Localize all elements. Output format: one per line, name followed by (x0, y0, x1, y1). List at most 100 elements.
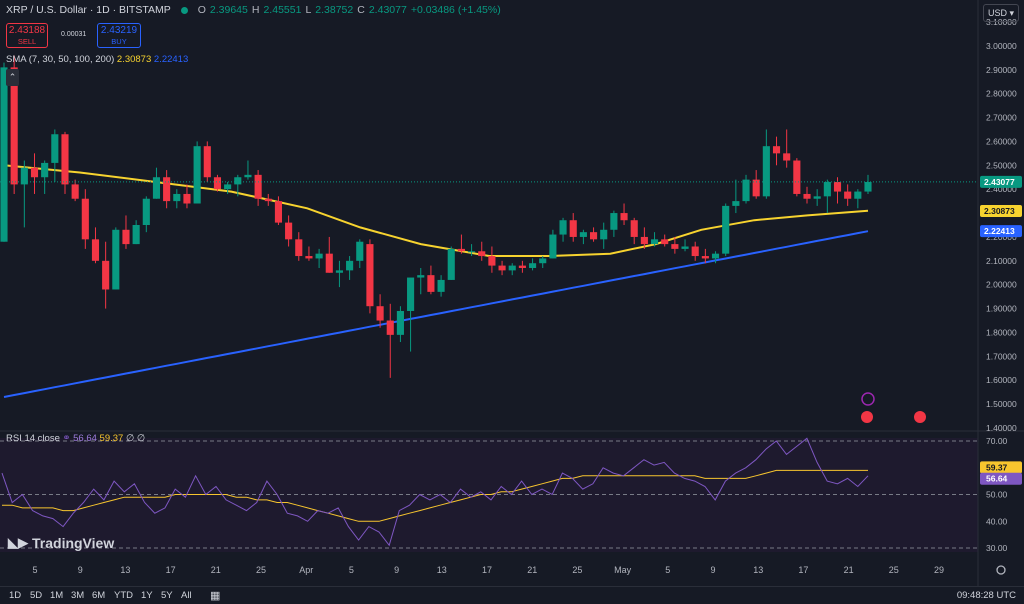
price-tick-label: 1.40000 (986, 423, 1017, 433)
candle-body (193, 146, 201, 204)
candle-body (640, 236, 648, 245)
rsi-tick-label: 50.00 (986, 490, 1008, 500)
timeframe-1y[interactable]: 1Y (141, 590, 153, 601)
candle-body (813, 196, 821, 199)
time-tick-label: 9 (710, 565, 715, 575)
timeframe-5d[interactable]: 5D (30, 590, 43, 601)
candle (589, 227, 598, 242)
open-value: 2.39645 (209, 4, 248, 16)
candle-body (589, 232, 598, 240)
candle-body (742, 179, 750, 202)
date-range-calendar-icon[interactable]: ▦ (210, 590, 221, 602)
candle (569, 213, 577, 242)
timeframe-all[interactable]: All (181, 590, 192, 601)
bottom-toolbar: 1D 5D 1M 3M 6M YTD 1Y 5Y All ▦ 09:48:28 … (0, 586, 1024, 604)
rsi-ma-tag-text: 59.37 (986, 462, 1008, 472)
candle-body (81, 198, 89, 240)
timeframe-5y[interactable]: 5Y (161, 590, 173, 601)
time-tick-label: 17 (482, 565, 492, 575)
rsi-value-tag: 56.64 (980, 472, 1022, 485)
sma-fast-tag: 2.30873 (980, 204, 1022, 217)
chart-canvas[interactable]: 3.10000 3.00000 2.90000 2.80000 2.70000 2.600… (0, 0, 1024, 586)
candle (193, 141, 201, 204)
sma-fast-line (3, 164, 869, 257)
rsi-legend[interactable]: RSI 14 close ⚭ 56.64 59.37 ∅ ∅ (6, 433, 145, 444)
time-tick-label: 13 (437, 565, 447, 575)
candle (112, 227, 120, 290)
candle-body (498, 265, 506, 271)
high-label: H (251, 4, 260, 16)
sell-button[interactable]: 2.43188 SELL (6, 23, 48, 48)
candle-body (630, 220, 638, 237)
candle-body (691, 246, 699, 257)
candle-body (783, 153, 791, 161)
time-tick-label: 13 (120, 565, 130, 575)
candle (264, 193, 272, 206)
collapse-legend-button[interactable]: ⌃ (6, 69, 19, 86)
timeframe-3m[interactable]: 3M (71, 590, 85, 601)
candle-body (610, 213, 618, 230)
candle (295, 232, 303, 261)
candle (224, 182, 232, 194)
candle (152, 167, 161, 199)
price-tick-label: 3.10000 (986, 17, 1017, 27)
chart-header: XRP / U.S. Dollar · 1D · BITSTAMP O 2.396… (6, 4, 501, 16)
candle-body (183, 193, 191, 204)
time-tick-label: 25 (256, 565, 266, 575)
sma-legend[interactable]: SMA (7, 30, 50, 100, 200) 2.30873 2.2241… (6, 54, 188, 65)
rsi-legend-tail: ∅ ∅ (125, 433, 146, 444)
candle (407, 277, 415, 352)
sma-legend-label: SMA (7, 30, 50, 100, 200) (6, 54, 115, 65)
lightning-event-icon (861, 392, 875, 406)
low-value: 2.38752 (315, 4, 354, 16)
rsi-icon: ⚭ (62, 433, 71, 444)
currency-select[interactable]: USD ▾ (983, 4, 1019, 22)
candle-body (51, 134, 59, 163)
candle-body (152, 177, 161, 199)
candle-body (579, 232, 587, 237)
timeframe-1d[interactable]: 1D (9, 590, 22, 601)
candle-body (335, 270, 343, 273)
candle (844, 184, 852, 206)
candle-body (315, 253, 323, 259)
candle-body (132, 225, 140, 245)
time-tick-label: 5 (349, 565, 354, 575)
last-price-tag-text: 2.43077 (984, 177, 1015, 187)
rsi-tick-label: 70.00 (986, 436, 1008, 446)
candle-body (488, 256, 496, 266)
timeframe-ytd[interactable]: YTD (114, 590, 133, 601)
rsi-ma-tag-bg (980, 461, 1022, 474)
candle-body (203, 146, 211, 178)
candle (285, 215, 293, 247)
tradingview-logo-icon: ◣▶ (8, 535, 28, 550)
candle (335, 260, 343, 288)
candle (30, 153, 39, 194)
candle (91, 227, 100, 264)
sma-legend-value-2: 2.22413 (153, 54, 189, 65)
buy-button[interactable]: 2.43219 BUY (97, 23, 141, 48)
candle-body (722, 205, 730, 254)
symbol-title[interactable]: XRP / U.S. Dollar · 1D · BITSTAMP (6, 4, 171, 16)
candle-body (539, 258, 547, 264)
price-tick-label: 2.50000 (986, 160, 1017, 170)
candle-body (600, 229, 608, 240)
candle (132, 220, 140, 245)
candle-body (711, 253, 720, 259)
utc-clock[interactable]: 09:48:28 UTC (956, 590, 1016, 601)
candle-body (762, 146, 770, 197)
candle-body (325, 253, 333, 273)
candle (254, 170, 262, 206)
candle-body (549, 234, 557, 259)
buy-label: BUY (111, 37, 127, 46)
candle (671, 236, 679, 254)
timeframe-6m[interactable]: 6M (92, 590, 106, 601)
candle-body (518, 265, 526, 268)
candle (102, 241, 110, 309)
timeframe-1m[interactable]: 1M (50, 590, 64, 601)
candle-body (833, 182, 842, 192)
candle (600, 222, 608, 249)
candle (691, 241, 699, 261)
candle (61, 131, 69, 194)
open-label: O (197, 4, 206, 16)
candle-body (468, 251, 476, 253)
